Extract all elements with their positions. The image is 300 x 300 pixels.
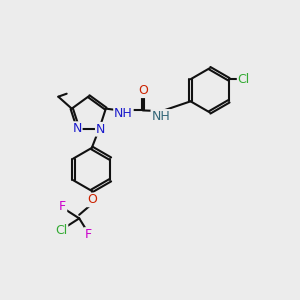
Text: NH: NH: [114, 107, 133, 120]
Text: F: F: [59, 200, 66, 213]
Text: O: O: [138, 84, 148, 97]
Text: O: O: [87, 194, 97, 206]
Text: F: F: [85, 228, 92, 241]
Text: N: N: [72, 122, 82, 135]
Text: NH: NH: [152, 110, 170, 123]
Text: Cl: Cl: [238, 73, 250, 86]
Text: Cl: Cl: [55, 224, 68, 237]
Text: N: N: [96, 123, 105, 136]
